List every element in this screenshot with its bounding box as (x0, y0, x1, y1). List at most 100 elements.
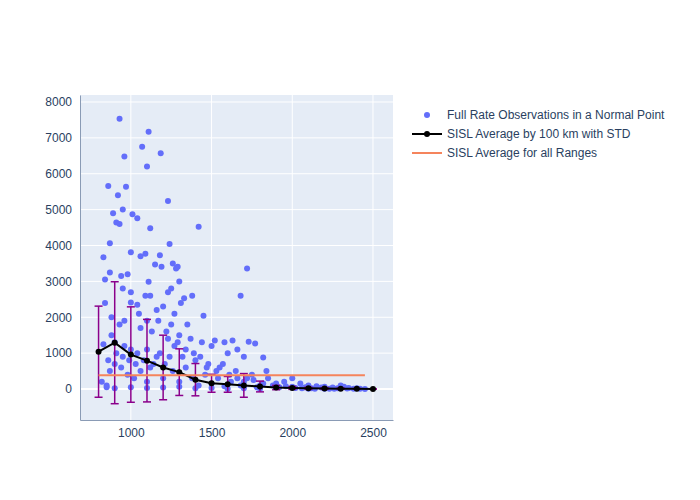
marker (241, 382, 247, 388)
tick: 2500 (360, 420, 387, 440)
tick: 1000 (45, 346, 80, 360)
point (234, 347, 240, 353)
marker (128, 352, 134, 358)
error-bar (240, 374, 248, 398)
point (305, 386, 311, 392)
error-bar (208, 374, 216, 392)
error-bar (143, 319, 151, 402)
marker (370, 386, 376, 392)
error-bar (127, 307, 135, 402)
point (108, 314, 114, 320)
point (165, 289, 171, 295)
grid-line (211, 95, 212, 420)
point (128, 300, 134, 306)
marker (176, 369, 182, 375)
point (105, 183, 111, 189)
point (102, 277, 108, 283)
point (188, 336, 194, 342)
point (147, 225, 153, 231)
point (213, 368, 219, 374)
point (152, 262, 158, 268)
legend-label: SISL Average by 100 km with STD (447, 127, 631, 141)
point (115, 192, 121, 198)
marker (160, 364, 166, 370)
tick: 8000 (45, 95, 80, 109)
point (149, 329, 155, 335)
point (110, 210, 116, 216)
tick-label: 1000 (118, 426, 145, 440)
line (99, 374, 365, 376)
point (118, 364, 124, 370)
point (100, 341, 106, 347)
grid-line (130, 95, 131, 420)
point (144, 164, 150, 170)
point (138, 368, 144, 374)
point (176, 332, 182, 338)
point (180, 354, 186, 360)
tick-label: 6000 (45, 167, 72, 181)
grid-line (80, 281, 393, 282)
point (158, 150, 164, 156)
point (107, 269, 113, 275)
error-bar (224, 376, 232, 392)
point (196, 224, 202, 230)
line (99, 343, 373, 389)
marker (144, 358, 150, 364)
point (167, 354, 173, 360)
point (189, 293, 195, 299)
marker (322, 385, 328, 391)
tick: 7000 (45, 131, 80, 145)
plot: 1000150020002500010002000300040005000600… (45, 95, 393, 440)
tick: 6000 (45, 167, 80, 181)
marks (95, 116, 377, 404)
marker (354, 386, 360, 392)
tick-label: 5000 (45, 203, 72, 217)
tick: 0 (65, 382, 80, 396)
point (147, 364, 153, 370)
point (108, 332, 114, 338)
point (146, 279, 152, 285)
point (175, 339, 181, 345)
point (252, 340, 258, 346)
tick: 4000 (45, 239, 80, 253)
series (95, 282, 377, 404)
point (221, 339, 227, 345)
point (157, 252, 163, 258)
grid-line (372, 95, 373, 420)
point (112, 339, 118, 345)
marker (338, 386, 344, 392)
point (204, 364, 210, 370)
point (121, 318, 127, 324)
tick: 1500 (199, 420, 226, 440)
point (155, 318, 161, 324)
point (117, 221, 123, 227)
legend-symbol (424, 112, 430, 118)
tick-label: 0 (65, 382, 72, 396)
plot-background (80, 95, 393, 420)
error-bar (256, 381, 264, 392)
legend: Full Rate Observations in a Normal Point… (412, 108, 665, 160)
legend-symbol (412, 152, 442, 154)
error-bar (159, 335, 167, 400)
legend-label: SISL Average for all Ranges (447, 146, 597, 160)
tick-label: 3000 (45, 275, 72, 289)
tick-label: 1500 (199, 426, 226, 440)
point (104, 384, 110, 390)
grid-line (80, 317, 393, 318)
point (238, 293, 244, 299)
marker (289, 385, 295, 391)
point (134, 302, 140, 308)
grid-line (80, 101, 393, 102)
marker (273, 385, 279, 391)
point (244, 265, 250, 271)
point (147, 293, 153, 299)
point (125, 271, 131, 277)
point (220, 361, 226, 367)
point (146, 129, 152, 135)
point (160, 303, 166, 309)
point (100, 254, 106, 260)
point (184, 321, 190, 327)
marker (192, 377, 198, 383)
legend-item: SISL Average for all Ranges (412, 146, 597, 160)
grid-line (292, 95, 293, 420)
